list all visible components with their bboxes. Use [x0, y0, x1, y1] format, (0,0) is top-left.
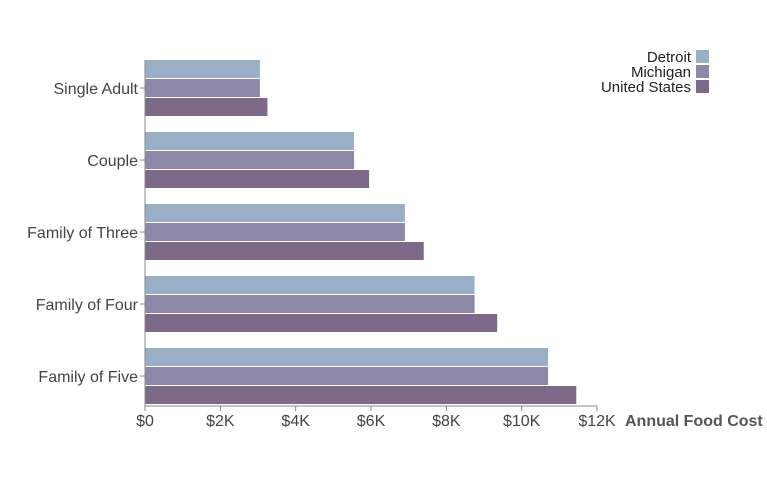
bar-detroit-couple [145, 132, 355, 150]
legend-swatch-united-states [696, 80, 709, 93]
bar-detroit-family-of-four [145, 276, 475, 294]
bar-detroit-single-adult [145, 60, 260, 78]
y-tick-label: Family of Five [38, 369, 138, 386]
bar-united-states-couple [145, 170, 370, 188]
bar-detroit-family-of-five [145, 348, 549, 366]
bar-united-states-family-of-five [145, 386, 577, 404]
bar-united-states-single-adult [145, 98, 268, 116]
x-axis: $0 $2K $4K $6K $8K $10K $12K [136, 405, 616, 430]
x-tick-label: $0 [136, 413, 154, 430]
y-axis: Single Adult Couple Family of Three Family … [27, 60, 146, 406]
x-tick-label: $6K [357, 413, 386, 430]
legend-swatch-michigan [696, 65, 709, 78]
bar-michigan-couple [145, 151, 355, 169]
x-tick-label: $10K [503, 413, 541, 430]
bars-group [145, 60, 577, 404]
x-tick-label: $2K [206, 413, 235, 430]
bar-detroit-family-of-three [145, 204, 405, 222]
bar-united-states-family-of-three [145, 242, 424, 260]
bar-united-states-family-of-four [145, 314, 498, 332]
x-axis-title: Annual Food Cost [625, 413, 763, 430]
legend-swatch-detroit [696, 50, 709, 63]
legend-label-michigan: Michigan [631, 64, 691, 81]
bar-michigan-single-adult [145, 79, 260, 97]
legend-label-detroit: Detroit [647, 49, 692, 66]
y-tick-label: Couple [87, 153, 138, 170]
bar-michigan-family-of-five [145, 367, 549, 385]
y-tick-label: Family of Four [36, 297, 139, 314]
bar-michigan-family-of-three [145, 223, 405, 241]
y-tick-label: Family of Three [27, 225, 138, 242]
x-tick-label: $8K [432, 413, 461, 430]
legend-label-united-states: United States [601, 79, 691, 96]
y-tick-label: Single Adult [53, 81, 138, 98]
bar-michigan-family-of-four [145, 295, 475, 313]
x-tick-label: $12K [578, 413, 616, 430]
x-tick-label: $4K [281, 413, 310, 430]
